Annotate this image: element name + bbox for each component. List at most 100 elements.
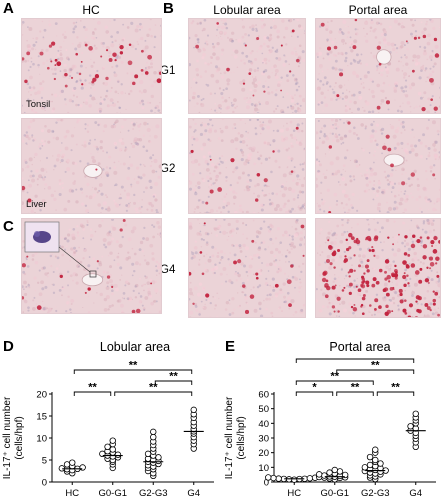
panel-letter-c: C xyxy=(3,218,14,235)
micrograph-g4-portal-image xyxy=(316,219,440,317)
chart-e-significance-label: ** xyxy=(330,371,339,383)
chart-d-xtick-label: G2-G3 xyxy=(139,488,168,499)
chart-d-scatter: IL-17⁺ cell number(cells/hpf) 0 5 10 15 20 HC G… xyxy=(2,360,214,499)
chart-d-point xyxy=(150,428,157,436)
micrograph-g2-lobular xyxy=(188,118,306,214)
panel-letter-d: D xyxy=(3,338,14,355)
chart-e-point xyxy=(306,475,314,482)
chart-e-ytick-label: 60 xyxy=(258,390,269,401)
chart-e-ylabel: IL-17⁺ cell number(cells/hpf) xyxy=(224,396,247,479)
tissue-label-tonsil: Tonsil xyxy=(26,99,51,110)
chart-e-significance-label: ** xyxy=(351,382,360,394)
chart-e-point xyxy=(326,469,333,476)
chart-d-ytick-label: 15 xyxy=(36,412,47,423)
chart-d-significance-label: ** xyxy=(169,371,178,383)
chart-e-xtick-label: G4 xyxy=(409,488,422,499)
chart-e-significance-bracket xyxy=(295,358,415,363)
chart-e-ytick-label: 0 xyxy=(264,478,269,489)
chart-e-ytick-label: 50 xyxy=(258,404,269,415)
chart-e-significance-bracket xyxy=(336,369,415,374)
chart-e-ytick-label: 30 xyxy=(258,434,269,445)
chart-d-point xyxy=(104,443,111,450)
chart-e-scatter: IL-17⁺ cell number(cells/hpf) 0 10 20 30 40 50… xyxy=(224,354,436,499)
chart-d-ytick-label: 10 xyxy=(36,434,47,445)
panel-letter-b: B xyxy=(163,0,174,17)
micrograph-c-image xyxy=(22,219,161,313)
chart-d-significance-bracket xyxy=(73,391,112,396)
chart-d-xtick-label: G0-G1 xyxy=(98,488,127,499)
chart-d-point xyxy=(114,451,122,458)
panel-letter-e: E xyxy=(225,338,236,355)
chart-e-point xyxy=(407,423,414,430)
chart-d-point xyxy=(79,464,86,471)
micrograph-g4-portal xyxy=(315,218,441,318)
micrograph-liver-image xyxy=(22,119,161,213)
chart-e-point xyxy=(275,475,282,482)
micrograph-g4-lobular xyxy=(188,218,306,318)
chart-e-ytick-label: 20 xyxy=(258,448,269,459)
chart-d-significance-label: ** xyxy=(129,360,138,372)
micrograph-c xyxy=(21,218,162,314)
chart-e-point xyxy=(361,464,369,471)
chart-d-xtick-label: HC xyxy=(65,488,79,499)
chart-d-ytick-label: 0 xyxy=(42,478,47,489)
chart-e-point xyxy=(265,474,272,481)
group-label-g4: G4 xyxy=(160,264,176,276)
chart-e-significance-label: ** xyxy=(351,354,360,361)
chart-d-significance-bracket xyxy=(114,391,193,396)
chart-e-significance-bracket xyxy=(376,391,415,396)
chart-e-xtick-label: G0-G1 xyxy=(320,488,349,499)
micrograph-g1-lobular xyxy=(188,18,306,114)
panel-b-header-portal: Portal area xyxy=(348,3,408,17)
group-label-g1: G1 xyxy=(160,65,176,77)
chart-e-title: Portal area xyxy=(329,340,391,354)
chart-e-point xyxy=(377,460,384,467)
chart-e-point xyxy=(366,461,374,469)
chart-d-significance-label: ** xyxy=(149,382,158,394)
micrograph-g4-lobular-image xyxy=(189,219,305,317)
chart-e-point xyxy=(331,466,338,474)
chart-e-xtick-label: G2-G3 xyxy=(361,488,390,499)
panel-letter-a: A xyxy=(3,0,14,17)
chart-d-significance-bracket xyxy=(73,369,193,374)
micrograph-liver: Liver xyxy=(21,118,162,214)
chart-e-point xyxy=(291,476,298,483)
panel-a-header: HC xyxy=(82,3,100,17)
chart-d-point xyxy=(144,450,152,458)
chart-e-point xyxy=(321,472,328,479)
chart-e-point xyxy=(412,410,419,417)
chart-d-point xyxy=(109,446,116,453)
chart-d-point xyxy=(190,406,197,414)
chart-d-point xyxy=(150,433,157,441)
chart-e-point xyxy=(366,453,374,461)
micrograph-g2-portal-image xyxy=(316,119,440,213)
panel-b-header-lobular: Lobular area xyxy=(213,3,281,17)
chart-e-ytick-label: 10 xyxy=(258,463,269,474)
chart-e-point xyxy=(336,468,344,475)
chart-d-title: Lobular area xyxy=(99,340,171,354)
chart-e-ytick-label: 40 xyxy=(258,419,269,430)
micrograph-g1-portal-image xyxy=(316,19,440,113)
chart-e-point xyxy=(372,446,379,453)
chart-e-significance-bracket xyxy=(336,391,374,396)
chart-d-ylabel: IL-17⁺ cell number(cells/hpf) xyxy=(2,396,25,479)
chart-d-significance-label: ** xyxy=(88,382,97,394)
chart-e-point xyxy=(315,471,323,478)
chart-d-xtick-label: G4 xyxy=(187,488,200,499)
chart-e-significance-bracket xyxy=(295,380,374,385)
micrograph-tonsil-image xyxy=(22,19,161,113)
chart-e-significance-bracket xyxy=(295,391,334,396)
tissue-label-liver: Liver xyxy=(26,199,47,210)
micrograph-g2-lobular-image xyxy=(189,119,305,213)
chart-e-point xyxy=(270,474,277,482)
chart-e-significance-label: ** xyxy=(391,382,400,394)
micrograph-tonsil: Tonsil xyxy=(21,18,162,114)
chart-d-ytick-label: 5 xyxy=(42,456,47,467)
chart-d-point xyxy=(69,459,76,466)
micrograph-g2-portal xyxy=(315,118,441,214)
chart-d-ytick-label: 20 xyxy=(36,390,47,401)
chart-d-point xyxy=(109,437,116,444)
chart-e-significance-label: * xyxy=(312,382,317,394)
chart-e-point xyxy=(285,476,293,483)
chart-e-point xyxy=(372,456,379,464)
